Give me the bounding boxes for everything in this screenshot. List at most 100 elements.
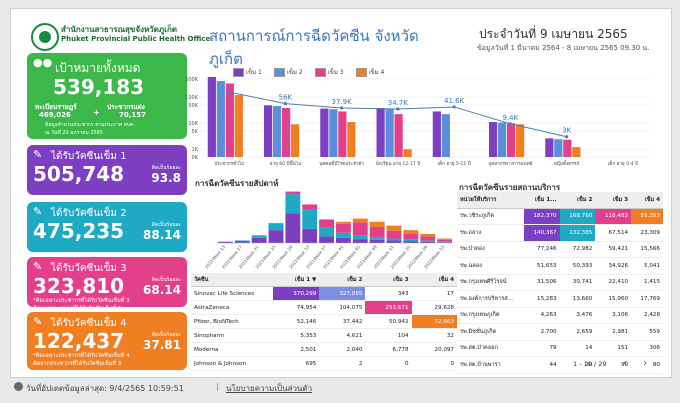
table-row[interactable]: รพ.องค์การบริหารส่... 15,283 13,660 15,960 1… (457, 290, 663, 308)
week-bar[interactable] (369, 239, 385, 243)
week-bar[interactable] (285, 194, 301, 214)
week-bar[interactable] (403, 239, 419, 242)
week-bar[interactable] (386, 238, 402, 241)
week-bar[interactable] (336, 223, 351, 233)
bar[interactable] (338, 111, 347, 157)
trend-point[interactable] (452, 105, 456, 109)
week-bar[interactable] (336, 221, 351, 224)
trend-point[interactable] (283, 101, 287, 106)
bar[interactable] (234, 94, 243, 157)
bar[interactable] (516, 124, 525, 157)
week-bar[interactable] (420, 241, 436, 243)
week-bar[interactable] (319, 236, 334, 243)
week-bar[interactable] (437, 238, 452, 240)
week-bar[interactable] (403, 241, 419, 243)
table-row[interactable]: รพ.สต.ป่าคลอก 79 14 151 306 (457, 340, 663, 357)
table-row[interactable]: Sinopharm 5,353 4,621 104 32 (191, 328, 457, 343)
bar[interactable] (394, 114, 403, 157)
trend-point[interactable] (565, 135, 569, 139)
legend-item[interactable]: เข็ม 4 (355, 68, 384, 77)
table-row[interactable]: รพ.วชิระภูเก็ต 182,370 168,760 118,482 55,35… (457, 208, 663, 225)
column-header[interactable]: เข็ม 2 (319, 273, 366, 287)
column-header[interactable]: เข็ม 1... (523, 192, 560, 209)
week-bar[interactable] (352, 239, 368, 243)
bar[interactable] (432, 111, 441, 157)
bar[interactable] (291, 124, 300, 157)
table-row[interactable]: รพ.กรุงเทพศิริโรจน์ 31,506 30,741 22,410 1,4… (457, 274, 663, 291)
week-bar[interactable] (302, 228, 318, 243)
week-bar[interactable] (403, 230, 419, 234)
week-bar[interactable] (302, 209, 318, 229)
week-bar[interactable] (352, 235, 368, 240)
week-bar[interactable] (352, 222, 368, 236)
week-bar[interactable] (369, 221, 385, 227)
table-row[interactable]: รพ.ป่าตอง 77,246 72,982 59,421 15,566 (457, 241, 663, 258)
week-bar[interactable] (268, 230, 284, 243)
bar[interactable] (441, 114, 450, 157)
column-header[interactable]: เข็ม 4 (411, 273, 457, 287)
table-row[interactable]: รพ.สต.บ้านพารา 44 20 90 80 (457, 356, 663, 374)
week-bar[interactable] (234, 240, 250, 242)
bar[interactable] (403, 149, 412, 157)
week-bar[interactable] (336, 232, 351, 238)
week-bar[interactable] (218, 241, 233, 243)
table-row[interactable]: Moderna 2,501 2,040 6,778 20,097 (191, 342, 457, 357)
bar[interactable] (273, 106, 282, 157)
column-header[interactable]: เข็ม 3 (595, 192, 632, 209)
week-bar[interactable] (319, 227, 334, 237)
table-row[interactable]: Sinovac Life Sciences 370,299 327,055 343 17 (191, 286, 457, 301)
table-row[interactable]: AstraZeneca 74,954 104,075 253,671 29,628 (191, 300, 457, 315)
column-header[interactable]: หน่วยให้บริการ (457, 192, 524, 209)
week-bar[interactable] (352, 218, 368, 223)
week-bar[interactable] (268, 223, 284, 231)
column-header[interactable]: เข็ม 1 ▼ (273, 273, 320, 287)
week-bar[interactable] (386, 225, 402, 231)
bar[interactable] (498, 122, 507, 157)
table-row[interactable]: รพ.ฉลอง 51,653 50,393 34,926 5,041 (457, 257, 663, 275)
bar[interactable] (264, 105, 273, 157)
table-row[interactable]: Pfizer, BioNTech 52,146 37,442 50,942 72,663 (191, 314, 457, 329)
week-bar[interactable] (403, 234, 419, 240)
table-row[interactable]: Johnson & Johnson 695 2 0 0 (191, 356, 457, 371)
bar[interactable] (347, 122, 356, 157)
privacy-policy-link[interactable]: นโยบายความเป็นส่วนตัว (226, 384, 313, 393)
week-bar[interactable] (420, 240, 436, 242)
week-bar[interactable] (268, 223, 284, 224)
week-bar[interactable] (420, 236, 436, 241)
bar[interactable] (385, 109, 394, 157)
bar[interactable] (572, 147, 581, 157)
trend-point[interactable] (396, 107, 400, 111)
week-bar[interactable] (386, 240, 402, 243)
week-bar[interactable] (420, 234, 436, 237)
week-bar[interactable] (285, 191, 301, 195)
bar[interactable] (376, 107, 385, 157)
bar[interactable] (507, 123, 516, 157)
week-bar[interactable] (437, 242, 452, 243)
bar[interactable] (216, 81, 225, 157)
week-bar[interactable] (302, 204, 318, 210)
bar[interactable] (545, 138, 554, 157)
legend-item[interactable]: เข็ม 3 (314, 68, 344, 77)
week-bar[interactable] (437, 241, 452, 243)
bar[interactable] (489, 122, 498, 157)
bar[interactable] (554, 139, 563, 157)
trend-point[interactable] (227, 90, 231, 94)
week-bar[interactable] (251, 237, 267, 243)
next-page-button[interactable]: › (643, 356, 648, 369)
bar[interactable] (563, 139, 572, 157)
legend-item[interactable]: เข็ม 1 (233, 68, 262, 77)
week-bar[interactable] (251, 235, 267, 238)
week-bar[interactable] (369, 226, 385, 238)
bar[interactable] (225, 83, 234, 157)
column-header[interactable]: วัคซีน (191, 273, 274, 287)
week-bar[interactable] (369, 237, 385, 240)
bar[interactable] (329, 109, 338, 157)
week-bar[interactable] (234, 241, 250, 243)
trend-point[interactable] (340, 106, 344, 110)
week-bar[interactable] (437, 239, 452, 242)
week-bar[interactable] (319, 219, 334, 228)
legend-item[interactable]: เข็ม 2 (273, 68, 303, 77)
trend-point[interactable] (508, 122, 512, 126)
table-row[interactable]: รพ.กรุงเทพภูเก็ต 4,263 3,476 3,106 2,428 (457, 307, 663, 324)
bar[interactable] (282, 107, 291, 157)
